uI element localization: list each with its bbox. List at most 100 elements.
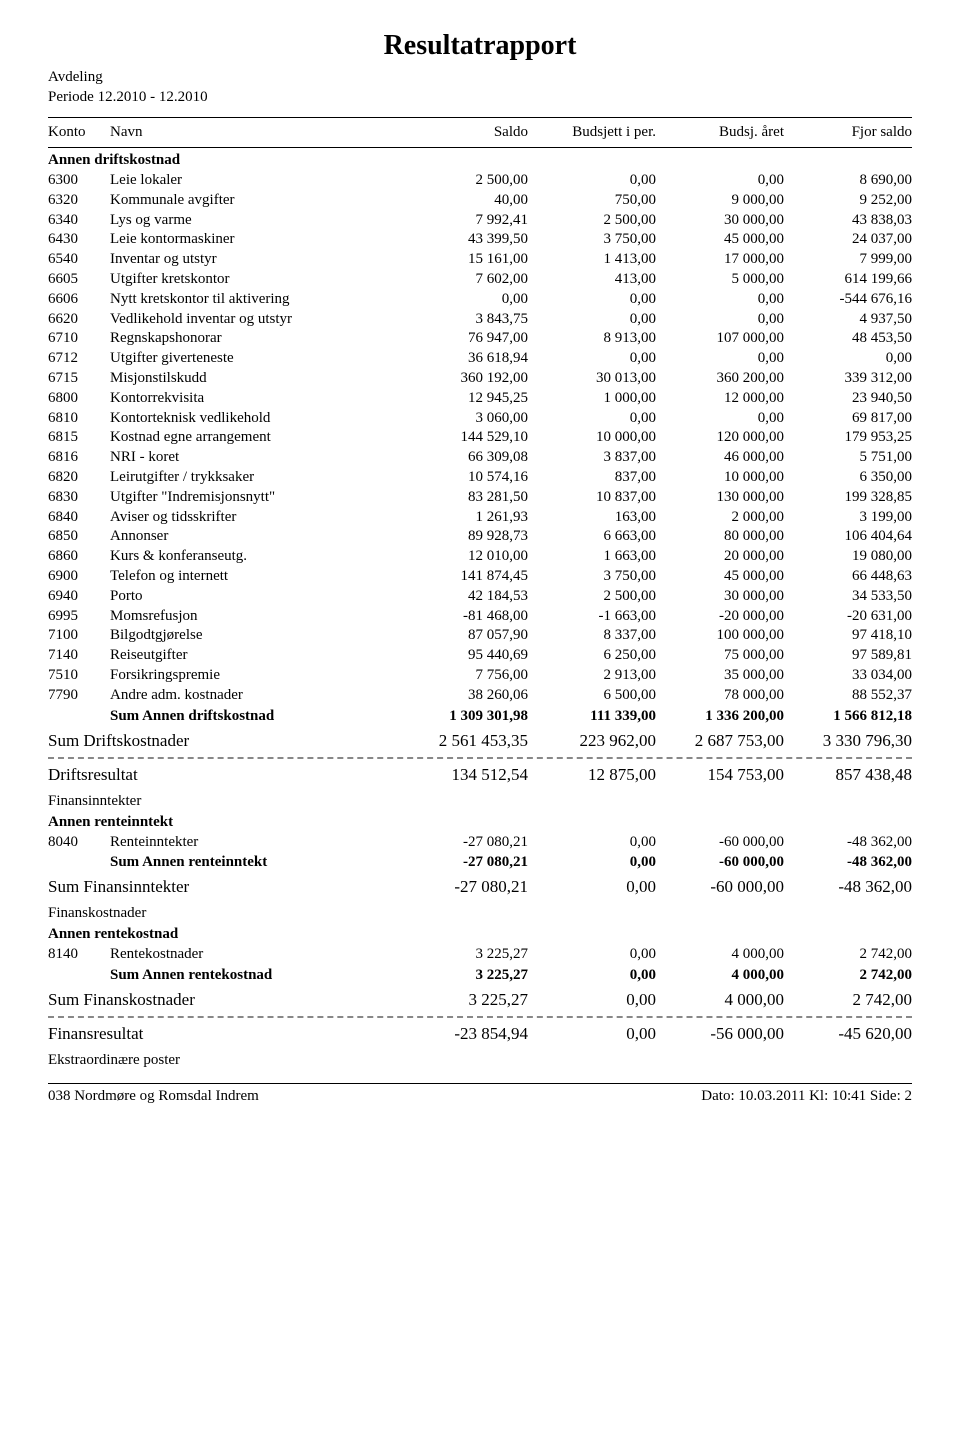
cell-c2: 8 337,00	[528, 626, 656, 646]
cell-c2: 3 750,00	[528, 230, 656, 250]
cell-c3: 10 000,00	[656, 468, 784, 488]
cell-konto: 6710	[48, 329, 110, 349]
cell-navn: Misjonstilskudd	[110, 369, 400, 389]
cell-c2: 0,00	[528, 290, 656, 310]
cell-c2: 0,00	[528, 945, 656, 965]
header-budsjett-per: Budsjett i per.	[528, 124, 656, 141]
summary-row: Sum Annen driftskostnad1 309 301,98111 3…	[48, 708, 912, 725]
cell-konto: 6800	[48, 389, 110, 409]
cell-konto: 6816	[48, 448, 110, 468]
header-konto: Konto	[48, 124, 110, 141]
cell-c1: 15 161,00	[400, 250, 528, 270]
cell-c4: 2 742,00	[784, 945, 912, 965]
cell-konto: 6712	[48, 349, 110, 369]
cell-konto: 6820	[48, 468, 110, 488]
summary-row: Driftsresultat134 512,5412 875,00154 753…	[48, 765, 912, 785]
table-row: 6815Kostnad egne arrangement144 529,1010…	[48, 428, 912, 448]
cell-c3: 45 000,00	[656, 230, 784, 250]
cell-navn: Bilgodtgjørelse	[110, 626, 400, 646]
summary-row: Sum Finanskostnader3 225,270,004 000,002…	[48, 990, 912, 1010]
table-row: 6850Annonser89 928,736 663,0080 000,0010…	[48, 527, 912, 547]
header-navn: Navn	[110, 124, 400, 141]
cell-c1: 12 945,25	[400, 389, 528, 409]
cell-c2: 6 500,00	[528, 686, 656, 706]
table-row: 6840Aviser og tidsskrifter1 261,93163,00…	[48, 508, 912, 528]
cell-c4: 199 328,85	[784, 488, 912, 508]
cell-c3: 35 000,00	[656, 666, 784, 686]
finansresultat-c2: 0,00	[528, 1024, 656, 1044]
cell-c3: -60 000,00	[656, 877, 784, 897]
cell-c1: 38 260,06	[400, 686, 528, 706]
table-row: 6710Regnskapshonorar76 947,008 913,00107…	[48, 329, 912, 349]
table-row: 6900Telefon og internett141 874,453 750,…	[48, 567, 912, 587]
cell-c3: 0,00	[656, 171, 784, 191]
summary-label: Sum Annen driftskostnad	[110, 708, 400, 725]
cell-c4: 43 838,03	[784, 211, 912, 231]
cell-c4: 8 690,00	[784, 171, 912, 191]
cell-c2: 1 663,00	[528, 547, 656, 567]
cell-c1: 1 261,93	[400, 508, 528, 528]
summary-label: Sum Annen renteinntekt	[110, 854, 400, 871]
cell-c3: 107 000,00	[656, 329, 784, 349]
cell-c1: -81 468,00	[400, 607, 528, 627]
cell-navn: Utgifter "Indremisjonsnytt"	[110, 488, 400, 508]
extra-section-title: Ekstraordinære poster	[48, 1052, 912, 1069]
cell-c2: 8 913,00	[528, 329, 656, 349]
cell-c3: 80 000,00	[656, 527, 784, 547]
cell-navn: Rentekostnader	[110, 945, 400, 965]
cell-c3: 9 000,00	[656, 191, 784, 211]
cell-konto: 7140	[48, 646, 110, 666]
cell-c2: 0,00	[528, 349, 656, 369]
cell-c1: 36 618,94	[400, 349, 528, 369]
table-row: 6830Utgifter "Indremisjonsnytt"83 281,50…	[48, 488, 912, 508]
cell-c2: 6 250,00	[528, 646, 656, 666]
cell-konto: 7510	[48, 666, 110, 686]
cell-c2: 6 663,00	[528, 527, 656, 547]
cell-c1: 7 602,00	[400, 270, 528, 290]
cell-navn: Lys og varme	[110, 211, 400, 231]
divider	[48, 147, 912, 148]
cell-c2: 837,00	[528, 468, 656, 488]
table-row: 6715Misjonstilskudd360 192,0030 013,0036…	[48, 369, 912, 389]
cell-c1: 3 225,27	[400, 990, 528, 1010]
cell-konto: 6840	[48, 508, 110, 528]
table-row: 6800Kontorrekvisita12 945,251 000,0012 0…	[48, 389, 912, 409]
cell-navn: Forsikringspremie	[110, 666, 400, 686]
cell-c2: 0,00	[528, 310, 656, 330]
cell-navn: Utgifter kretskontor	[110, 270, 400, 290]
cell-navn: Kontorteknisk vedlikehold	[110, 409, 400, 429]
cell-c3: 46 000,00	[656, 448, 784, 468]
cell-c1: 2 561 453,35	[400, 731, 528, 751]
table-row: 6816NRI - koret66 309,083 837,0046 000,0…	[48, 448, 912, 468]
cell-c3: -60 000,00	[656, 833, 784, 853]
totals-container: Sum Driftskostnader2 561 453,35223 962,0…	[48, 731, 912, 785]
table-row: 7510Forsikringspremie7 756,002 913,0035 …	[48, 666, 912, 686]
dashed-divider	[48, 757, 912, 759]
cell-c4: 33 034,00	[784, 666, 912, 686]
finansresultat-c3: -56 000,00	[656, 1024, 784, 1044]
cell-c4: 2 742,00	[784, 967, 912, 984]
cell-c4: 19 080,00	[784, 547, 912, 567]
cell-c2: 0,00	[528, 967, 656, 984]
cell-c4: 23 940,50	[784, 389, 912, 409]
cell-c4: 66 448,63	[784, 567, 912, 587]
cell-c2: 3 837,00	[528, 448, 656, 468]
cell-c3: 360 200,00	[656, 369, 784, 389]
cell-navn: Leie lokaler	[110, 171, 400, 191]
cell-c4: 48 453,50	[784, 329, 912, 349]
footer-left: 038 Nordmøre og Romsdal Indrem	[48, 1088, 259, 1105]
cell-c1: 87 057,90	[400, 626, 528, 646]
cell-c2: 10 837,00	[528, 488, 656, 508]
section-title: Finanskostnader	[48, 905, 912, 922]
table-row: 6810Kontorteknisk vedlikehold3 060,000,0…	[48, 409, 912, 429]
table-row: 7790Andre adm. kostnader38 260,066 500,0…	[48, 686, 912, 706]
cell-c3: 75 000,00	[656, 646, 784, 666]
cell-c3: 30 000,00	[656, 587, 784, 607]
cell-c1: -27 080,21	[400, 877, 528, 897]
cell-konto: 6300	[48, 171, 110, 191]
cell-c2: 12 875,00	[528, 765, 656, 785]
page-footer: 038 Nordmøre og Romsdal Indrem Dato: 10.…	[48, 1083, 912, 1105]
cell-navn: NRI - koret	[110, 448, 400, 468]
cell-konto: 6606	[48, 290, 110, 310]
table-row: 8140Rentekostnader3 225,270,004 000,002 …	[48, 945, 912, 965]
